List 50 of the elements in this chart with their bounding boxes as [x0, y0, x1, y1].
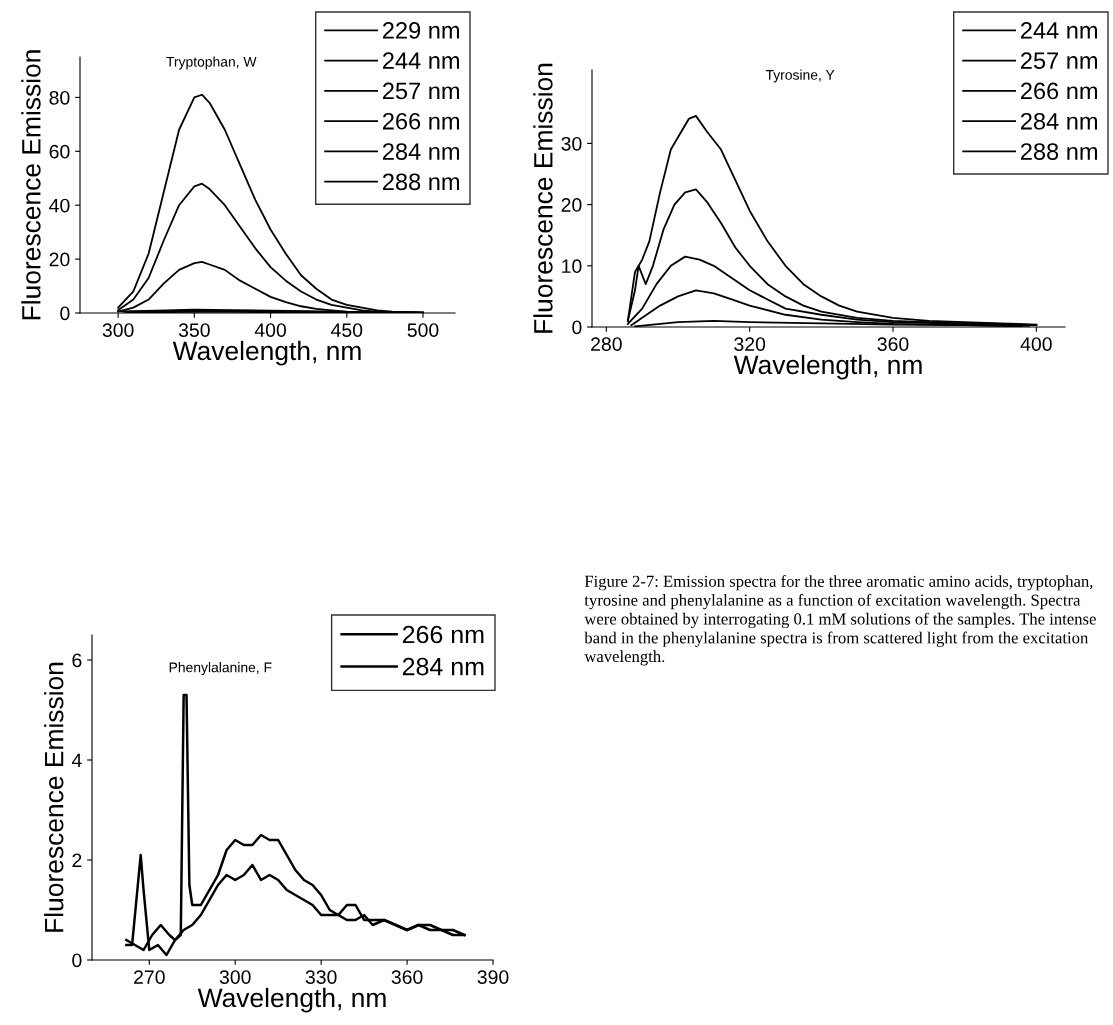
y-tick-label: 0	[572, 320, 582, 335]
y-tick-label: 80	[49, 90, 70, 105]
y-tick-label: 30	[561, 136, 582, 151]
x-tick-label: 450	[331, 323, 363, 337]
x-tick-label: 270	[134, 970, 165, 984]
y-tick-label: 2	[72, 853, 82, 868]
legend-label: 266 nm	[383, 112, 459, 130]
y-tick-label: 10	[562, 259, 582, 274]
x-tick-label: 280	[591, 337, 622, 351]
legend-label: 288 nm	[383, 173, 459, 191]
y-tick-label: 20	[49, 252, 70, 267]
chart-title: Tryptophan, W	[166, 56, 257, 70]
legend-label: 257 nm	[1021, 52, 1097, 70]
legend-label: 288 nm	[1021, 143, 1097, 160]
legend-label: 266 nm	[402, 625, 484, 644]
legend-label: 266 nm	[1021, 82, 1097, 100]
x-axis-title: Wavelength, nm	[733, 354, 922, 380]
x-tick-label: 360	[391, 970, 423, 984]
legend-label: 257 nm	[383, 82, 459, 100]
x-tick-label: 300	[219, 970, 251, 984]
x-axis-title: Wavelength, nm	[172, 340, 361, 366]
legend-label: 244 nm	[1021, 22, 1097, 39]
y-axis-title: Fluorescence Emission	[44, 662, 64, 932]
legend-label: 284 nm	[402, 657, 484, 676]
legend-label: 284 nm	[383, 143, 459, 160]
y-tick-label: 60	[49, 144, 70, 159]
caption: Figure 2-7: Emission spectra for the three aromatic amino acids, tryptophan, tyrosine and phenylalanine as a function of excitation wavelength. Spectra were obtained by interrogating 0.1 mM solutions of the samples. The intense band in the phenylalanine spectra is from scattered light from the excitation wavelength.	[584, 575, 1096, 666]
legend-label: 229 nm	[383, 22, 459, 39]
x-tick-label: 360	[877, 337, 909, 351]
chart-title: Tyrosine, Y	[765, 69, 835, 83]
y-tick-label: 40	[49, 198, 70, 213]
x-tick-label: 500	[407, 323, 439, 337]
legend-label: 244 nm	[383, 52, 459, 69]
y-tick-label: 0	[72, 953, 82, 968]
y-tick-label: 0	[60, 306, 70, 321]
y-tick-label: 20	[561, 198, 582, 212]
x-tick-label: 400	[254, 323, 287, 337]
legend-label: 284 nm	[1021, 112, 1097, 130]
x-tick-label: 400	[1020, 337, 1052, 351]
text: Phenylalanine, F	[169, 662, 272, 676]
y-tick-label: 6	[72, 653, 82, 668]
y-axis-title: Fluorescence Emission	[533, 63, 553, 333]
x-tick-label: 390	[477, 970, 509, 984]
x-tick-label: 320	[734, 337, 766, 351]
x-tick-label: 330	[305, 970, 337, 984]
x-tick-label: 350	[178, 323, 210, 337]
y-tick-label: 4	[71, 753, 82, 768]
x-axis-title: Wavelength, nm	[197, 987, 386, 1013]
x-tick-label: 300	[102, 323, 134, 337]
y-axis-title: Fluorescence Emission	[21, 50, 41, 320]
